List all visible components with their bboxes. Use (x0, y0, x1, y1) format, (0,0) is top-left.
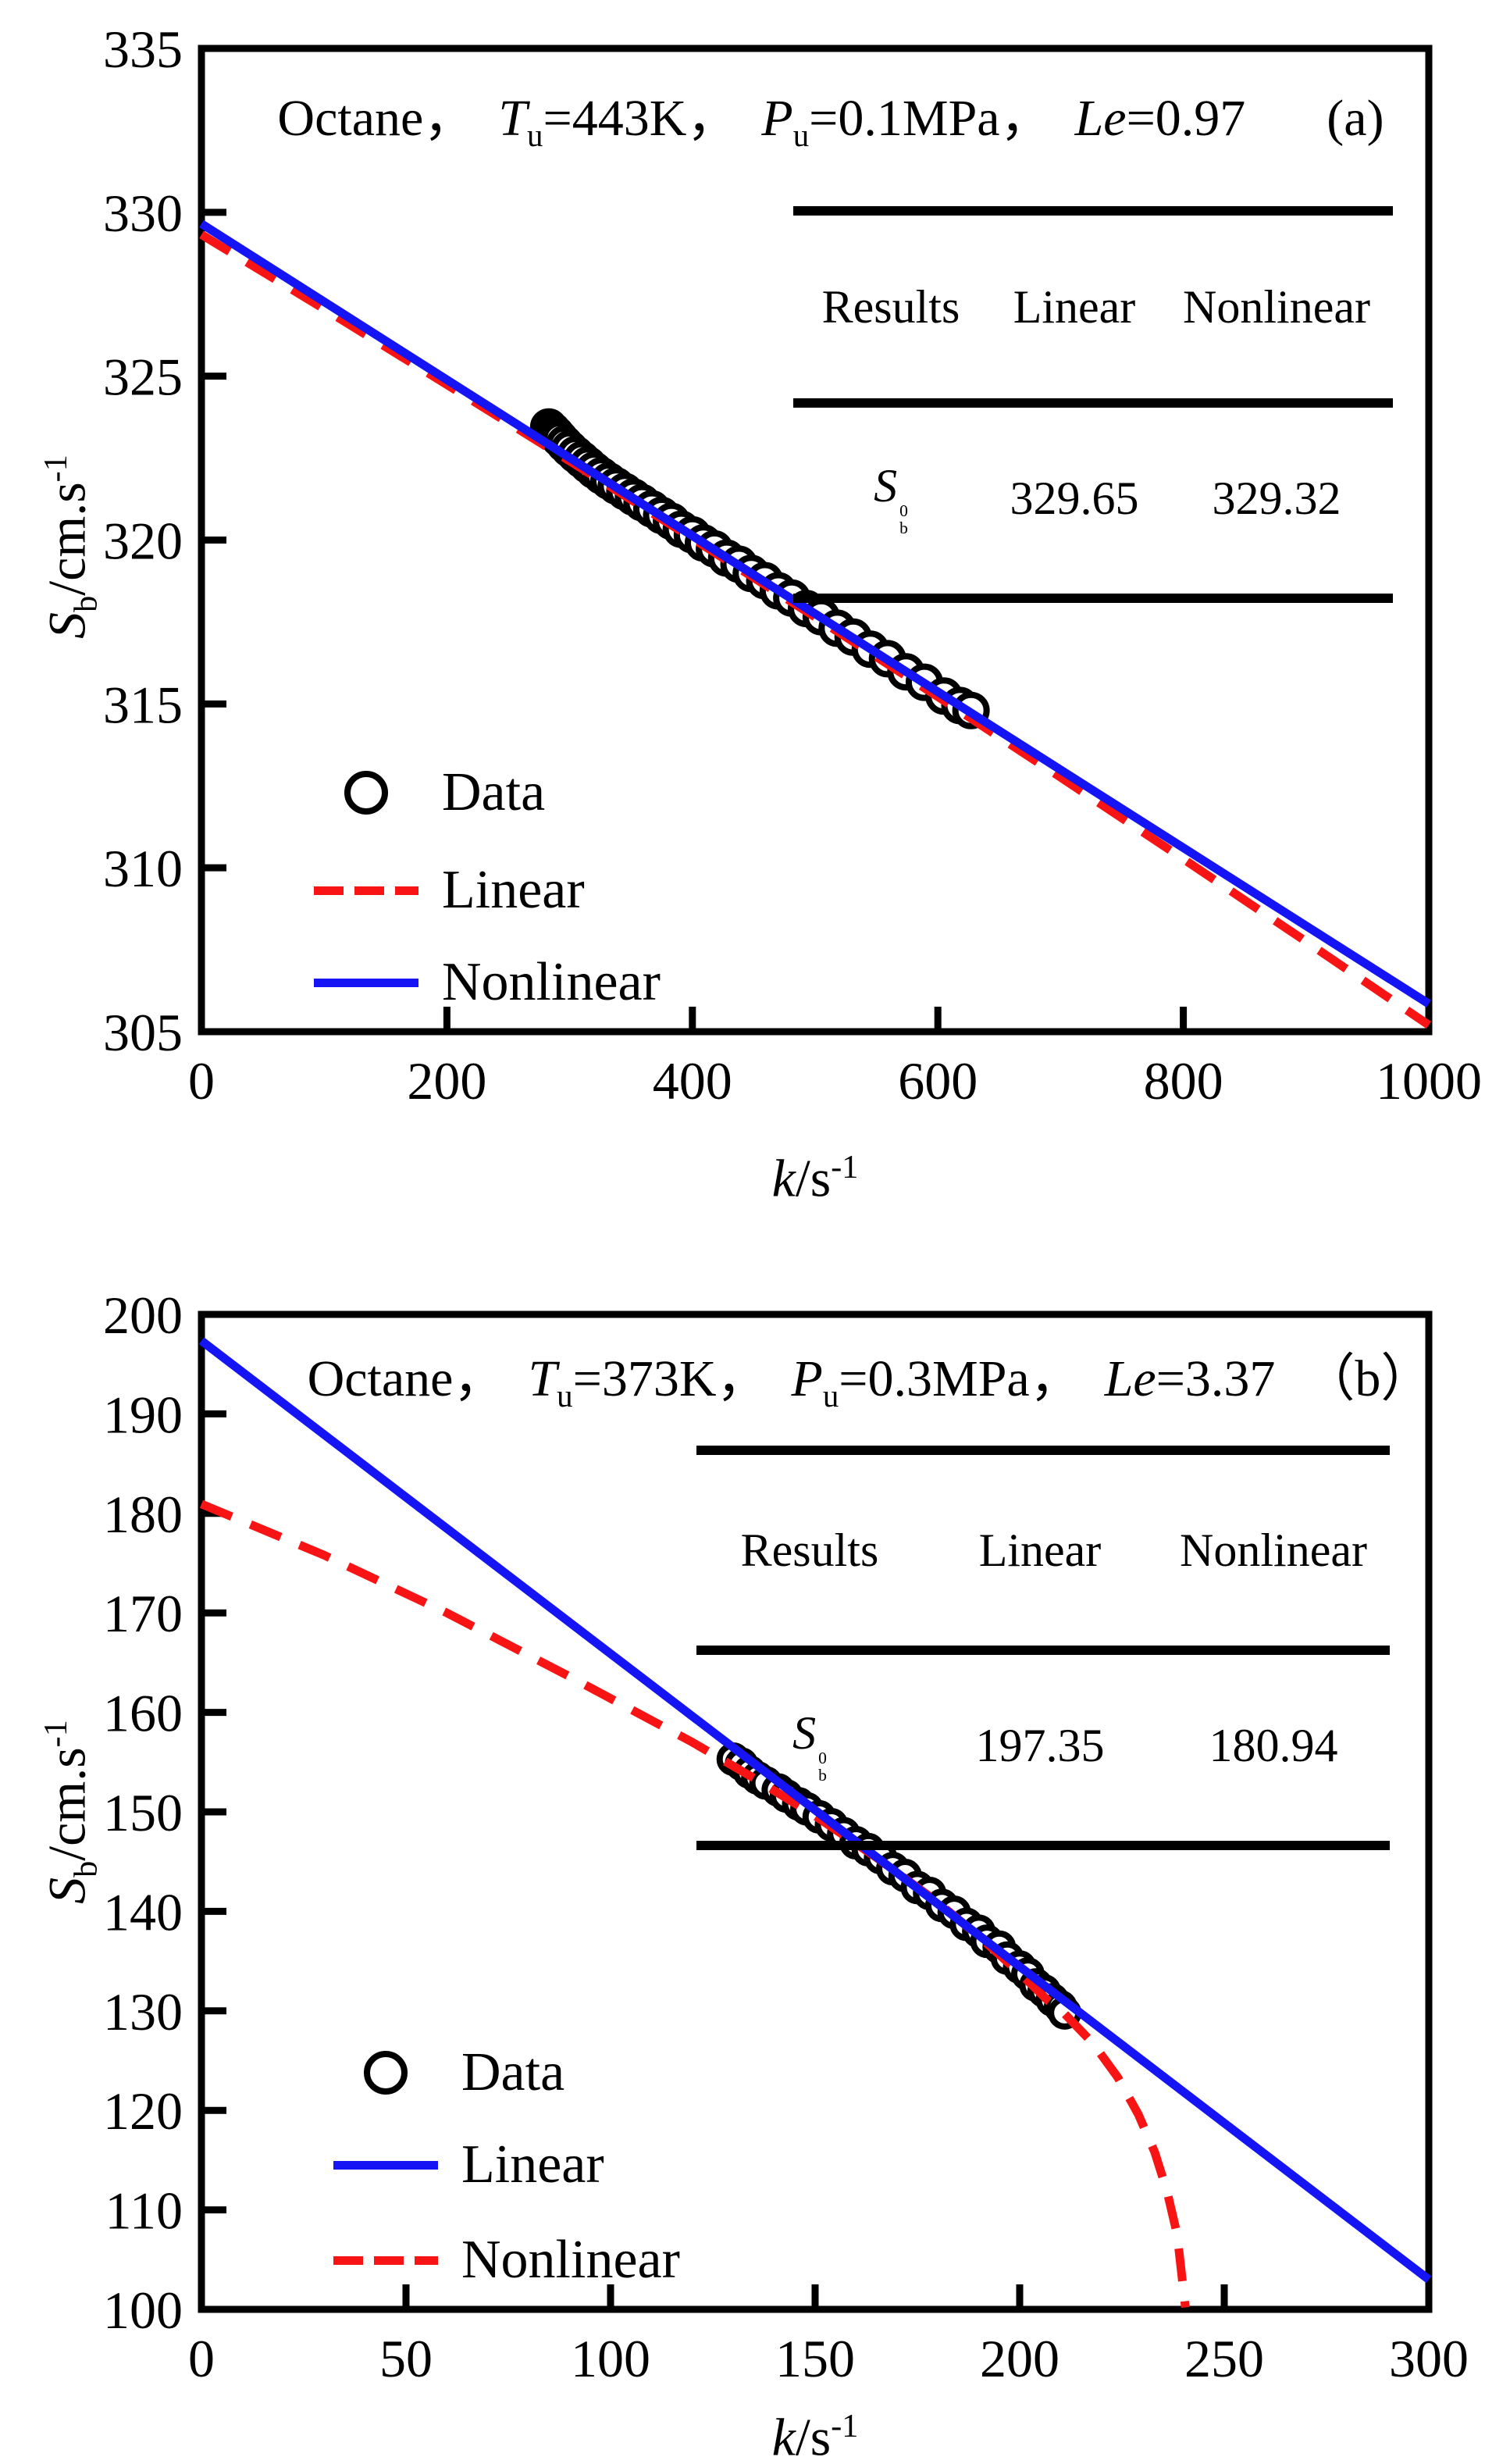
title-lewis-number: Le=0.97 (1074, 90, 1246, 147)
table-value-linear: 197.35 (975, 1719, 1105, 1771)
svg-text:330: 330 (103, 184, 183, 243)
svg-text:130: 130 (103, 1982, 183, 2041)
svg-text:250: 250 (1184, 2329, 1264, 2388)
title-pressure: Pu=0.1MPa， (761, 90, 1052, 154)
legend-label: Linear (442, 860, 585, 920)
legend-item-linear: Linear (333, 2132, 604, 2198)
svg-text:325: 325 (103, 348, 183, 407)
svg-text:150: 150 (103, 1783, 183, 1842)
table-rule (696, 1841, 1390, 1850)
title-temperature: Tu=373K， (528, 1350, 768, 1414)
svg-text:190: 190 (103, 1385, 183, 1444)
legend-label: Nonlinear (461, 2230, 680, 2290)
svg-text:335: 335 (103, 20, 183, 79)
title-fuel: Octane， (307, 1350, 505, 1407)
blue-solid-line-icon (333, 2160, 438, 2170)
data-marker-icon (314, 771, 418, 815)
chart-b-y-axis-label: Sb/cm.s-1 (37, 1720, 105, 1904)
table-rule (793, 398, 1393, 408)
svg-text:310: 310 (103, 839, 183, 898)
chart-a-x-axis-label: k/s-1 (771, 1148, 859, 1208)
table-header-linear: Linear (978, 1524, 1102, 1576)
svg-text:305: 305 (103, 1003, 183, 1062)
legend-item-data: Data (333, 2040, 564, 2106)
panel-tag: （b） (1303, 1350, 1433, 1407)
table-value-nonlinear: 180.94 (1209, 1719, 1338, 1771)
svg-text:160: 160 (103, 1684, 183, 1743)
svg-text:0: 0 (188, 1051, 215, 1111)
legend-item-linear: Linear (314, 858, 585, 923)
svg-text:315: 315 (103, 675, 183, 734)
svg-text:100: 100 (103, 2280, 183, 2340)
svg-text:100: 100 (571, 2329, 650, 2388)
table-header-nonlinear: Nonlinear (1180, 1524, 1367, 1576)
table-header-results: Results (740, 1524, 879, 1576)
chart-b-x-axis-label: k/s-1 (771, 2407, 859, 2464)
svg-text:140: 140 (103, 1882, 183, 1942)
chart-a-title: Octane， Tu=443K， Pu=0.1MPa， Le=0.97 (a) (201, 84, 1444, 170)
svg-text:170: 170 (103, 1584, 183, 1643)
chart-b-title: Octane， Tu=373K， Pu=0.3MPa， Le=3.37 （b） (201, 1345, 1483, 1431)
table-header-row: Results Linear Nonlinear (696, 1460, 1390, 1641)
table-rule (696, 1446, 1390, 1455)
table-header-row: Results Linear Nonlinear (793, 220, 1393, 394)
svg-text:200: 200 (980, 2329, 1059, 2388)
red-dashed-line-icon (333, 2255, 438, 2265)
table-header-nonlinear: Nonlinear (1183, 280, 1370, 333)
svg-text:300: 300 (1389, 2329, 1469, 2388)
title-temperature: Tu=443K， (498, 90, 739, 154)
red-dashed-line-icon (314, 886, 418, 895)
svg-text:1000: 1000 (1376, 1051, 1482, 1111)
legend-label: Data (461, 2042, 565, 2102)
svg-text:110: 110 (105, 2181, 183, 2241)
svg-text:150: 150 (775, 2329, 855, 2388)
data-marker-icon (333, 2051, 438, 2095)
table-rule (696, 1646, 1390, 1655)
svg-text:200: 200 (103, 1285, 183, 1345)
blue-solid-line-icon (314, 978, 418, 987)
panel-tag: (a) (1327, 90, 1384, 147)
svg-text:50: 50 (379, 2329, 433, 2388)
legend-label: Linear (461, 2134, 604, 2195)
table-header-linear: Linear (1013, 280, 1136, 333)
svg-text:0: 0 (188, 2329, 215, 2388)
chart-a-y-axis-label: Sb/cm.s-1 (37, 455, 105, 639)
legend-item-nonlinear: Nonlinear (314, 950, 661, 1015)
title-lewis-number: Le=3.37 (1104, 1350, 1276, 1407)
table-value-linear: 329.65 (1010, 472, 1139, 524)
table-rule (793, 206, 1393, 216)
title-fuel: Octane， (277, 90, 475, 147)
title-pressure: Pu=0.3MPa， (791, 1350, 1081, 1414)
svg-text:120: 120 (103, 2081, 183, 2141)
table-value-nonlinear: 329.32 (1212, 472, 1341, 524)
svg-text:600: 600 (898, 1051, 978, 1111)
svg-text:180: 180 (103, 1485, 183, 1544)
svg-text:320: 320 (103, 512, 183, 571)
table-rule (793, 594, 1393, 603)
table-header-results: Results (821, 280, 960, 333)
svg-text:800: 800 (1144, 1051, 1223, 1111)
svg-text:200: 200 (407, 1051, 486, 1111)
svg-text:400: 400 (653, 1051, 732, 1111)
legend-item-nonlinear: Nonlinear (333, 2227, 680, 2293)
legend-label: Nonlinear (442, 952, 661, 1012)
legend-label: Data (442, 762, 546, 822)
legend-item-data: Data (314, 760, 545, 825)
